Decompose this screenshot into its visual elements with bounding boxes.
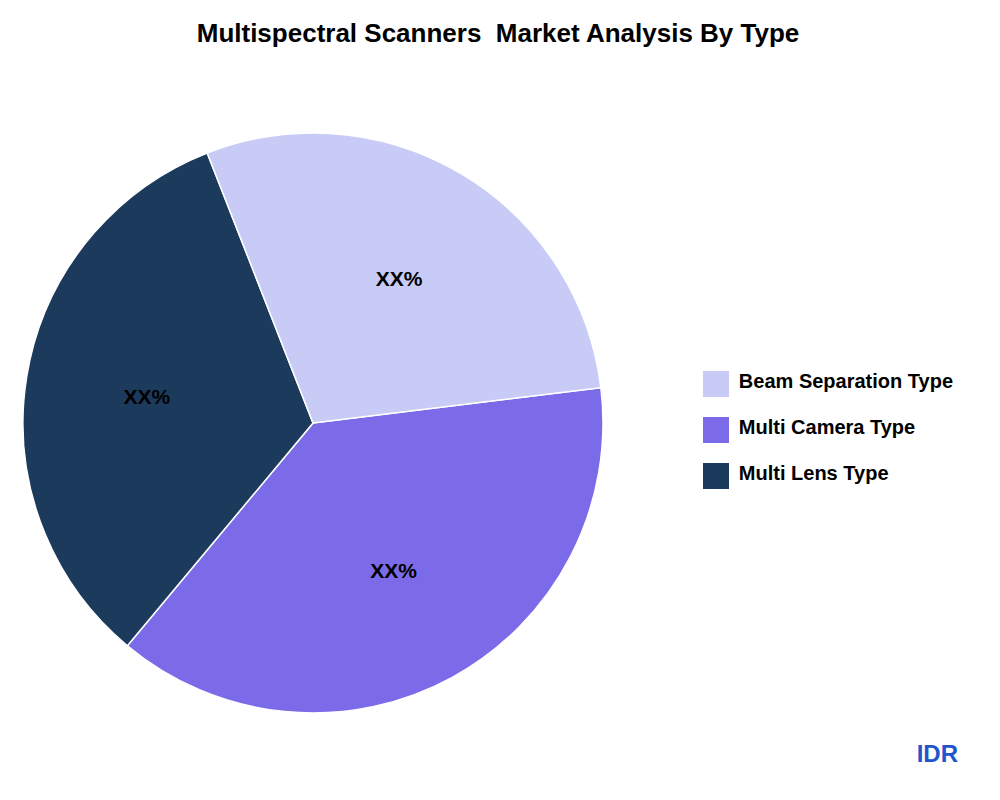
html-text:Beam Separation Type: Beam Separation Type xyxy=(738,370,953,392)
svg-text:XX%: XX% xyxy=(376,267,423,290)
html-text:Multi Lens Type: Multi Lens Type xyxy=(738,462,889,484)
html-text:Multispectral Scanners Market: Multispectral Scanners Market Analysis B… xyxy=(196,18,800,48)
html-text:Multi Camera Type: Multi Camera Type xyxy=(738,416,916,438)
html-text:IDR: IDR xyxy=(916,740,958,767)
svg-text:XX%: XX% xyxy=(124,385,171,408)
svg-text:XX%: XX% xyxy=(370,559,417,582)
